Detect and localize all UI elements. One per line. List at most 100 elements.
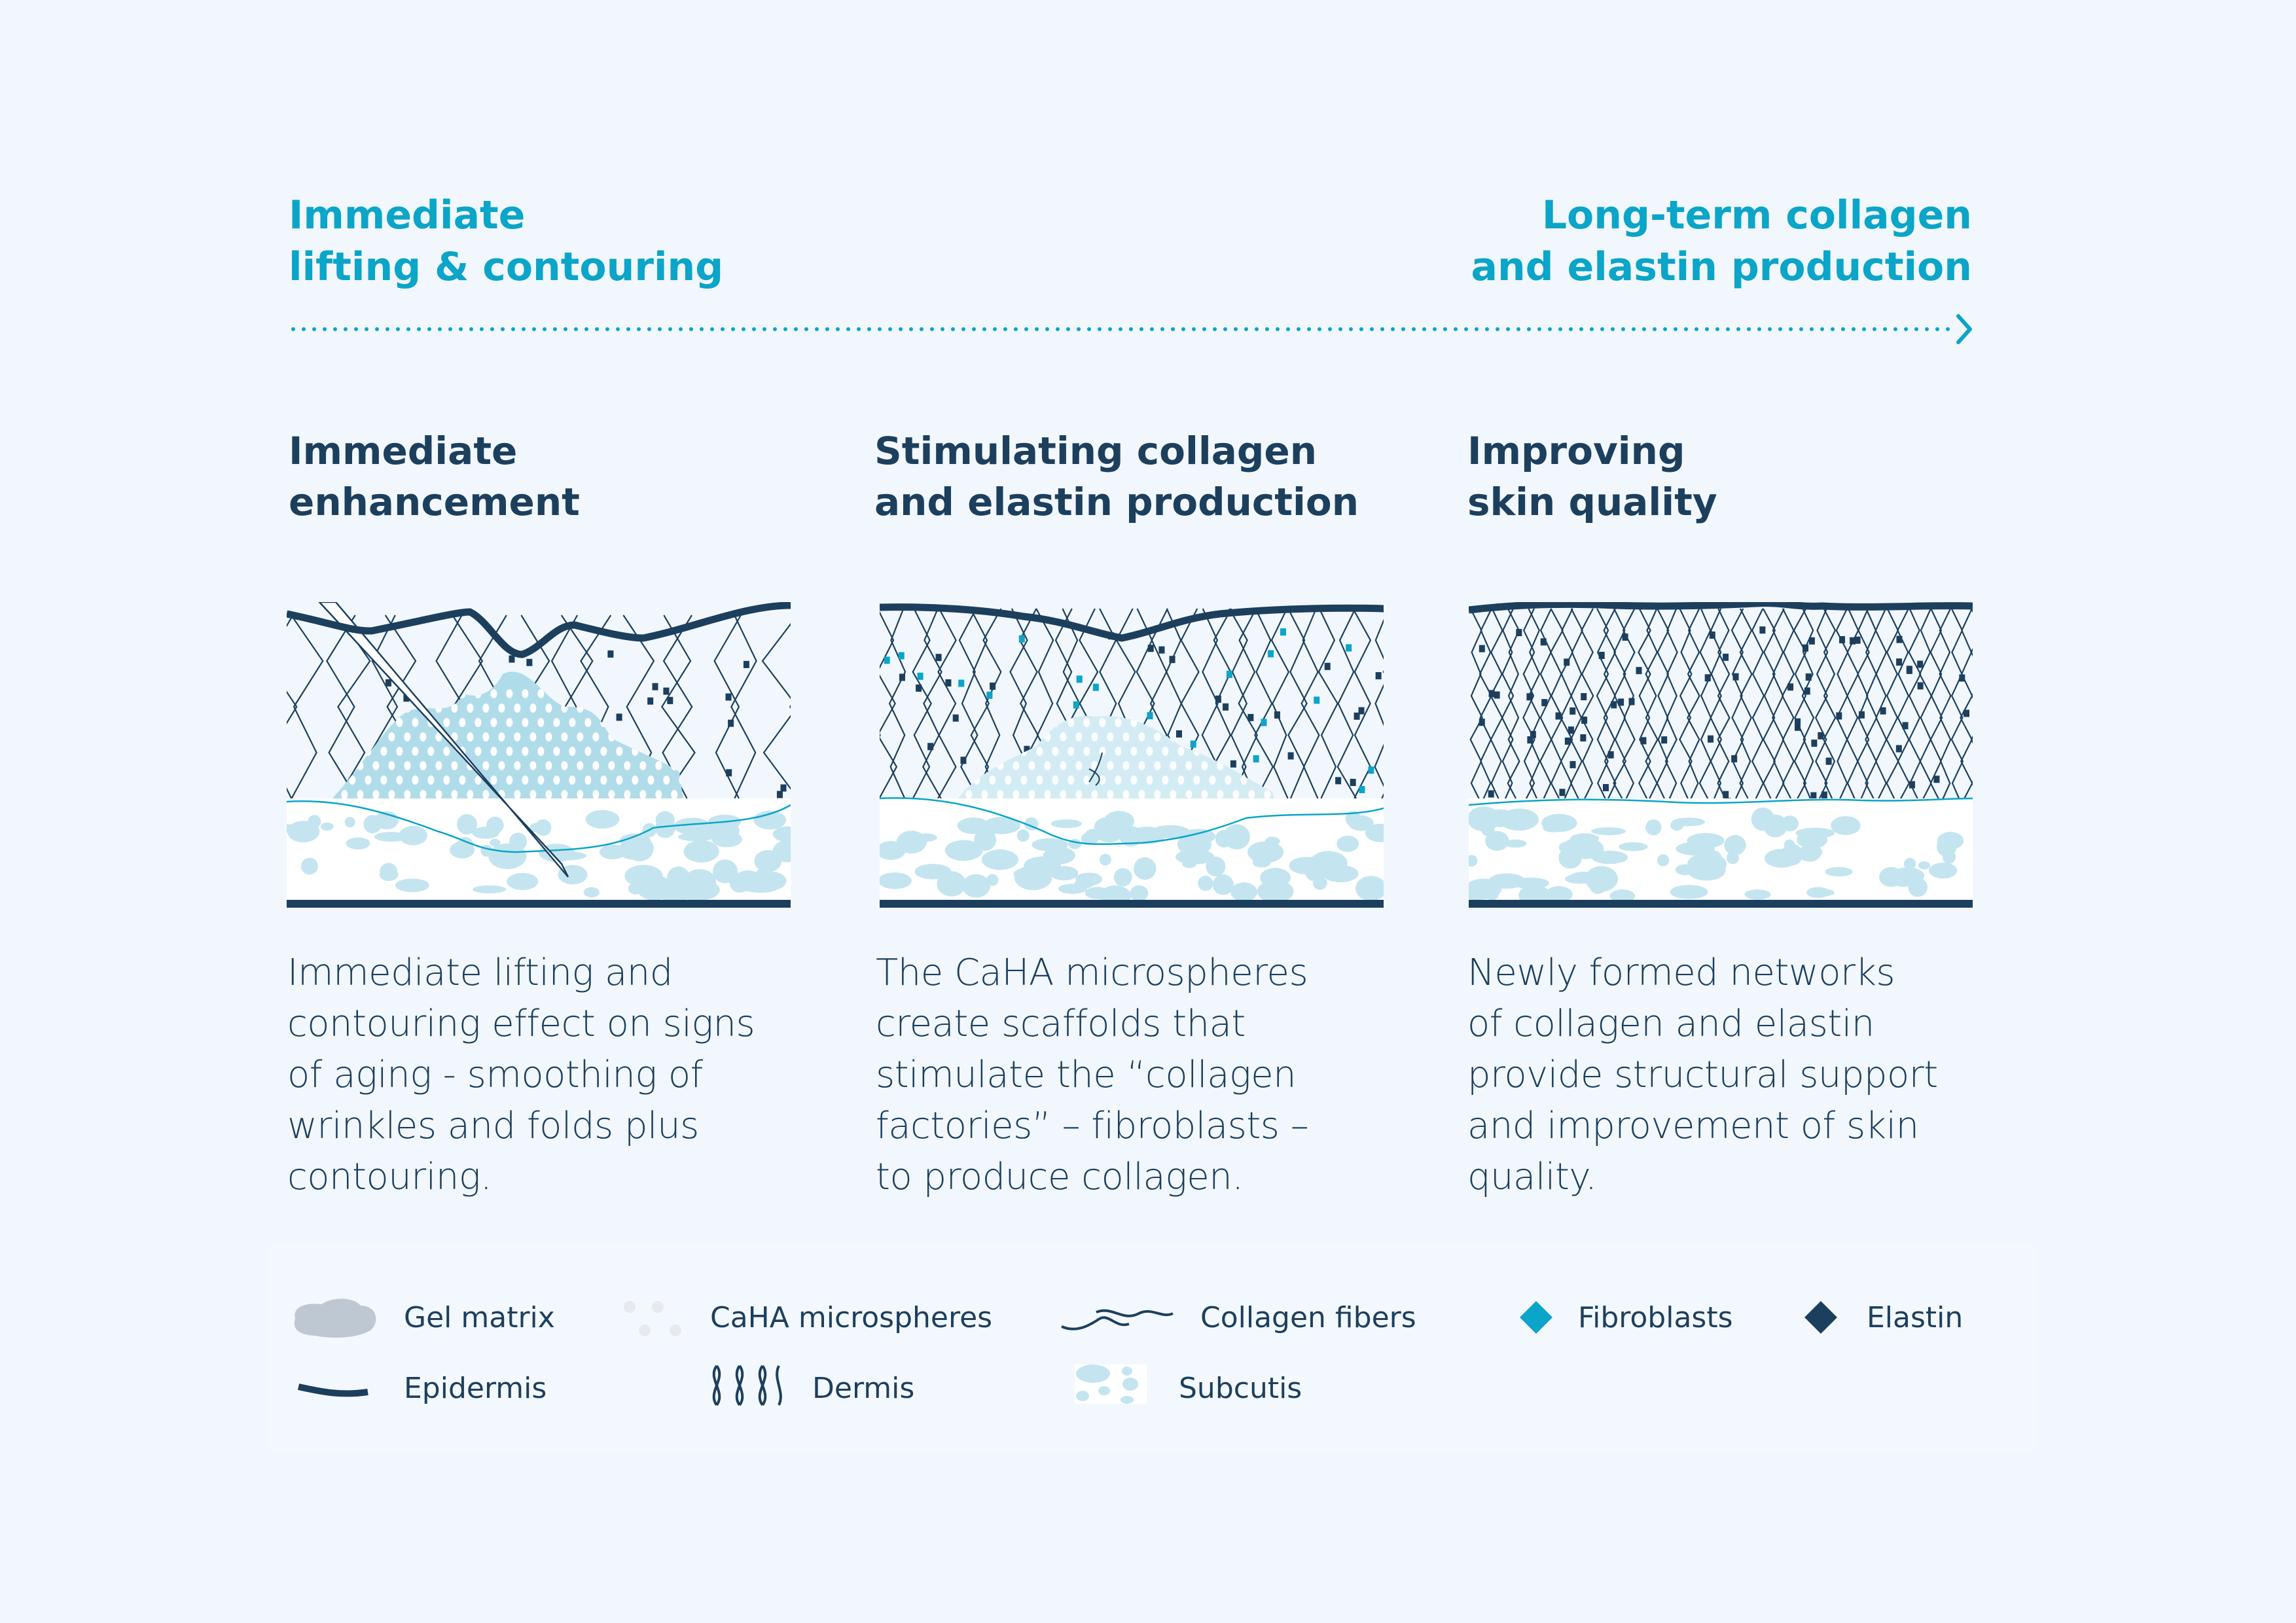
- collagen-fiber: [1638, 608, 1651, 806]
- fat-cell: [1198, 876, 1213, 891]
- fat-cell: [1903, 857, 1916, 870]
- caha-microsphere: [545, 732, 552, 741]
- caha-microsphere: [529, 732, 537, 741]
- fat-cell: [1247, 841, 1284, 863]
- elastin-node: [1818, 732, 1824, 740]
- caha-microsphere: [553, 747, 560, 756]
- elastin-node: [1618, 698, 1624, 706]
- fat-cell: [1257, 880, 1294, 903]
- elastin-node: [960, 757, 967, 764]
- description-line: Immediate lifting and: [287, 952, 673, 994]
- elastin-node: [1175, 730, 1182, 738]
- caha-microsphere: [365, 776, 372, 785]
- caha-microsphere: [506, 689, 513, 698]
- stage-2-title-line: and elastin production: [874, 480, 1359, 524]
- fat-cell: [490, 838, 501, 847]
- fat-cell: [1797, 830, 1827, 849]
- caha-microsphere: [577, 790, 584, 799]
- fat-cell: [1322, 865, 1359, 883]
- collagen-fiber: [937, 608, 957, 799]
- caha-microsphere: [569, 747, 576, 756]
- legend-label-dermis: Dermis: [812, 1372, 915, 1405]
- fat-cell: [1918, 861, 1931, 870]
- dermis-subcutis-boundary: [880, 797, 1384, 846]
- caha-microsphere: [443, 718, 450, 727]
- collagen-fiber: [1528, 608, 1541, 806]
- elastin-node: [1147, 645, 1154, 652]
- collagen-fiber: [1336, 608, 1357, 799]
- elastin-node: [1324, 662, 1331, 670]
- fat-cell: [1230, 882, 1258, 902]
- fat-cell: [961, 874, 991, 898]
- caha-microsphere: [1099, 718, 1106, 727]
- elastin-node: [1803, 644, 1809, 652]
- elastin-node: [1335, 777, 1342, 785]
- collagen-fiber: [1664, 608, 1678, 806]
- elastin-node: [952, 714, 959, 722]
- stage-2-title: Stimulating collagen and elastin product…: [874, 425, 1359, 527]
- caha-microsphere: [1060, 761, 1067, 770]
- collagen-fiber: [1300, 608, 1320, 799]
- caha-microsphere: [553, 776, 560, 785]
- elastin-node: [1640, 737, 1647, 745]
- elastin-node: [1759, 626, 1766, 634]
- caha-microsphere: [475, 718, 482, 727]
- elastin-node: [1479, 719, 1485, 726]
- collagen-fiber: [1739, 608, 1753, 806]
- elastin-node: [1821, 791, 1827, 799]
- fat-cell: [1936, 836, 1957, 857]
- elastin-node: [1839, 636, 1846, 644]
- fibroblast-node: [1190, 740, 1196, 748]
- caha-microsphere: [1083, 718, 1090, 727]
- fat-cell: [1031, 838, 1068, 851]
- caha-microsphere: [1044, 790, 1051, 799]
- caha-microsphere: [561, 732, 568, 741]
- collagen-fiber: [1929, 608, 1943, 806]
- caha-microsphere: [592, 790, 600, 799]
- caha-microsphere: [349, 776, 356, 785]
- collagen-fiber: [1865, 608, 1878, 806]
- caha-microsphere: [1013, 790, 1020, 799]
- caha-microsphere: [1075, 761, 1083, 770]
- caha-microsphere: [1154, 790, 1161, 799]
- fat-cell: [1355, 876, 1384, 901]
- elastin-node: [1704, 674, 1711, 682]
- caha-microsphere: [584, 776, 592, 785]
- elastin-node: [1274, 711, 1280, 719]
- caha-microsphere: [592, 761, 600, 770]
- caha-microsphere: [443, 747, 450, 756]
- caha-microsphere: [412, 747, 419, 756]
- caha-microsphere: [1130, 776, 1138, 785]
- fibroblast-node: [1359, 785, 1365, 793]
- elastin-node: [1215, 695, 1221, 703]
- caha-microsphere: [1185, 761, 1193, 770]
- caha-microsphere: [388, 790, 395, 799]
- description-line: contouring effect on signs: [287, 1003, 755, 1045]
- collagen-fiber: [1950, 608, 1964, 806]
- elastin-node: [725, 693, 732, 701]
- caha-microsphere: [1060, 732, 1067, 741]
- elastin-node: [1223, 703, 1229, 711]
- caha-microsphere: [1138, 732, 1145, 741]
- caha-microsphere: [1036, 747, 1043, 756]
- fat-cell: [1831, 816, 1861, 836]
- caha-microsphere: [965, 790, 973, 799]
- epidermis: [1469, 602, 1973, 614]
- caha-microsphere: [608, 761, 615, 770]
- timeline-start-line2: lifting & contouring: [289, 244, 724, 290]
- fat-cell: [300, 857, 318, 875]
- collagen-fiber: [1501, 608, 1515, 806]
- collagen-fiber: [1238, 608, 1259, 799]
- description-line: contouring.: [287, 1156, 492, 1198]
- caha-microsphere: [420, 761, 427, 770]
- elastin-node: [780, 784, 787, 792]
- elastin-node: [1661, 736, 1668, 744]
- base-line: [1469, 900, 1973, 908]
- caha-microsphere: [632, 776, 639, 785]
- legend-label-collagen: Collagen fibers: [1200, 1301, 1416, 1334]
- caha-microsphere: [1099, 776, 1106, 785]
- caha-microsphere: [981, 790, 988, 799]
- caha-microsphere: [1020, 776, 1028, 785]
- caha-microsphere: [529, 761, 537, 770]
- elastin-node: [509, 655, 515, 663]
